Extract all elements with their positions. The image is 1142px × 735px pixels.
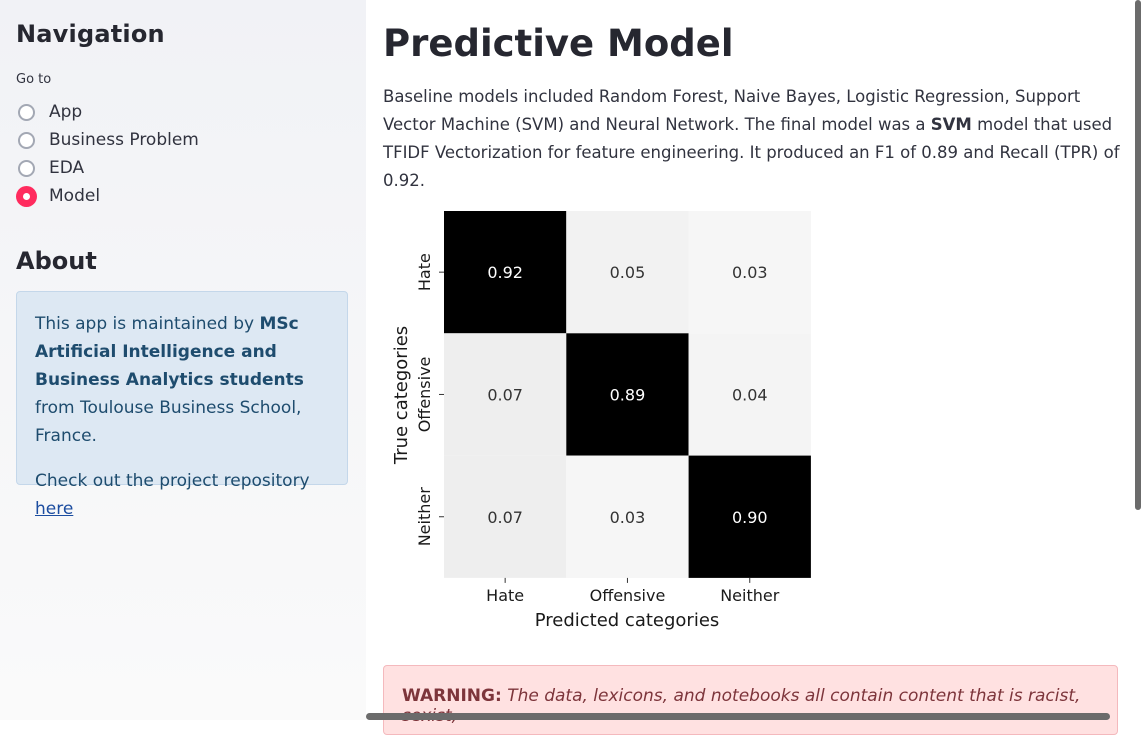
radio-option-app[interactable]: App — [18, 98, 199, 126]
heatmap-cell-label: 0.89 — [610, 385, 646, 404]
y-ticks: Hate Offensive Neither — [415, 253, 444, 546]
about-bold: MSc Artificial Intelligence and Business… — [35, 314, 304, 390]
confusion-matrix-chart: 0.92 0.05 0.03 0.07 0.89 0.04 0.07 0.03 0.90 Hat… — [391, 211, 811, 631]
heatmap-cell — [688, 211, 811, 334]
sidebar: Navigation Go to App Business Problem ED… — [0, 0, 366, 720]
warning-box: WARNING: The data, lexicons, and noteboo… — [383, 665, 1118, 735]
radio-circle-icon[interactable] — [18, 159, 35, 177]
radio-option-business-problem[interactable]: Business Problem — [18, 126, 199, 154]
radio-option-model[interactable]: Model — [16, 182, 199, 210]
heatmap-cell-label: 0.92 — [487, 263, 523, 282]
heatmap-cell — [566, 211, 689, 334]
heatmap-cell — [444, 211, 567, 334]
heatmap-cell-label: 0.04 — [732, 385, 768, 404]
intro-bold: SVM — [930, 115, 972, 134]
heatmap-cell — [444, 333, 567, 456]
intro-text-2: model that used TFIDF Vectorization for … — [383, 115, 1120, 190]
about-text: This app is maintained by MSc Artificial… — [35, 310, 329, 450]
main-content: Predictive Model Baseline models include… — [366, 0, 1142, 735]
about-info-box: This app is maintained by MSc Artificial… — [16, 291, 348, 519]
heatmap-cell-label: 0.90 — [732, 508, 768, 527]
warning-text: The data, lexicons, and notebooks all co… — [402, 686, 1081, 726]
heatmap-cell-label: 0.03 — [610, 508, 646, 527]
heatmap-cell-labels: 0.92 0.05 0.03 0.07 0.89 0.04 0.07 0.03 0.90 — [487, 263, 767, 527]
radio-option-eda[interactable]: EDA — [18, 154, 199, 182]
warning-label: WARNING: — [402, 686, 502, 706]
about-text-after: from Toulouse Business School, France. — [35, 398, 302, 446]
radio-circle-icon[interactable] — [18, 103, 35, 121]
y-tick-label: Offensive — [415, 357, 434, 433]
goto-label: Go to — [16, 72, 52, 87]
heatmap-cells — [444, 211, 811, 578]
about-title: About — [16, 247, 97, 275]
heatmap-cell — [566, 455, 689, 578]
y-tick-label: Neither — [415, 487, 434, 547]
repo-text: Check out the project repository here — [35, 467, 329, 523]
intro-paragraph: Baseline models included Random Forest, … — [383, 83, 1123, 195]
x-tick-label: Neither — [720, 586, 780, 605]
radio-label: EDA — [49, 158, 85, 178]
x-ticks: Hate Offensive Neither — [486, 577, 780, 605]
page-title: Predictive Model — [383, 22, 734, 65]
heatmap-cell — [566, 333, 689, 456]
x-tick-label: Offensive — [590, 586, 666, 605]
heatmap-cell-label: 0.07 — [487, 385, 523, 404]
heatmap-cell-label: 0.05 — [610, 263, 646, 282]
radio-label: App — [49, 102, 83, 122]
page-radio-group: App Business Problem EDA Model — [16, 98, 199, 210]
heatmap-cell-label: 0.07 — [487, 508, 523, 527]
radio-circle-icon[interactable] — [18, 131, 35, 149]
about-text-before: This app is maintained by — [35, 314, 260, 334]
vertical-scrollbar[interactable] — [1135, 0, 1141, 510]
horizontal-scrollbar[interactable] — [366, 713, 1110, 720]
sidebar-title: Navigation — [16, 20, 165, 48]
x-tick-label: Hate — [486, 586, 524, 605]
repo-text-label: Check out the project repository — [35, 471, 310, 491]
heatmap-cell-label: 0.03 — [732, 263, 768, 282]
heatmap-cell — [444, 455, 567, 578]
y-axis-label: True categories — [391, 326, 412, 465]
radio-label: Business Problem — [49, 130, 199, 150]
repo-link[interactable]: here — [35, 499, 74, 519]
heatmap-cell — [688, 333, 811, 456]
radio-selected-icon[interactable] — [16, 185, 37, 207]
x-axis-label: Predicted categories — [535, 610, 720, 631]
y-tick-label: Hate — [415, 253, 434, 291]
heatmap-cell — [688, 455, 811, 578]
radio-label: Model — [49, 186, 101, 206]
intro-text-1: Baseline models included Random Forest, … — [383, 87, 1081, 134]
